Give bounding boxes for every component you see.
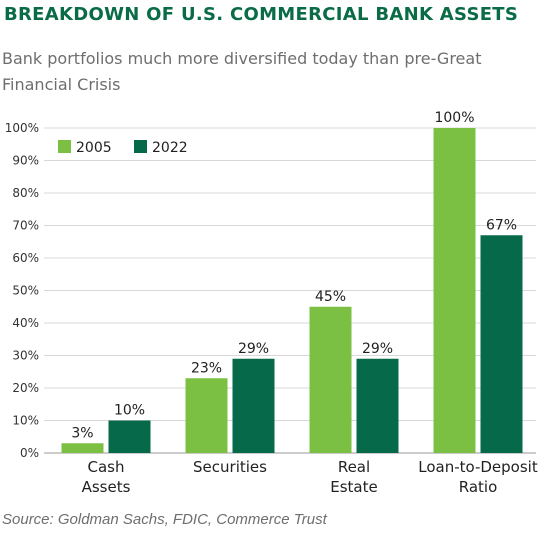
y-tick-label: 70% — [12, 219, 39, 233]
data-label: 100% — [434, 110, 474, 126]
y-tick-label: 100% — [5, 121, 39, 135]
data-labels: 3% 10% 23% 29% 45% 29% 100% 67% — [71, 110, 517, 441]
x-axis-ticks: Cash Assets Securities Real Estate Loan-to-De… — [82, 458, 538, 496]
y-tick-label: 10% — [12, 414, 39, 428]
data-label: 29% — [362, 341, 393, 357]
chart-subtitle: Bank portfolios much more diversified to… — [2, 49, 482, 94]
y-axis-ticks: 0% 10% 20% 30% 40% 50% 60% 70% 80% 90% 100% — [5, 121, 39, 460]
y-tick-label: 50% — [12, 284, 39, 298]
data-label: 3% — [71, 425, 93, 441]
y-tick-label: 30% — [12, 349, 39, 363]
x-tick-label: Ratio — [459, 478, 498, 496]
y-tick-label: 20% — [12, 381, 39, 395]
bar — [480, 235, 523, 453]
bar — [61, 443, 104, 453]
bar — [232, 358, 275, 453]
bar — [433, 128, 476, 453]
x-tick-label: Assets — [82, 478, 131, 496]
data-label: 45% — [315, 289, 346, 305]
source-note: Source: Goldman Sachs, FDIC, Commerce Tr… — [2, 511, 327, 528]
x-tick-label: Cash — [88, 458, 125, 476]
y-tick-label: 60% — [12, 251, 39, 265]
bar — [185, 378, 228, 453]
legend: 2005 2022 — [58, 140, 188, 156]
bar — [356, 358, 399, 453]
bar-chart: 0% 10% 20% 30% 40% 50% 60% 70% 80% 90% 100% 3% 10% 2… — [5, 110, 538, 496]
chart-title: BREAKDOWN OF U.S. COMMERCIAL BANK ASSETS — [4, 4, 519, 25]
legend-label: 2005 — [76, 140, 112, 156]
x-tick-label: Estate — [330, 478, 377, 496]
bar — [108, 420, 151, 453]
x-tick-label: Real — [338, 458, 370, 476]
legend-label: 2022 — [152, 140, 188, 156]
y-tick-label: 80% — [12, 186, 39, 200]
bar — [309, 306, 352, 453]
legend-swatch — [58, 140, 71, 153]
y-tick-label: 0% — [20, 446, 39, 460]
bars — [61, 128, 523, 453]
data-label: 23% — [191, 360, 222, 376]
legend-swatch — [134, 140, 147, 153]
y-tick-label: 40% — [12, 316, 39, 330]
data-label: 67% — [486, 217, 517, 233]
y-tick-label: 90% — [12, 154, 39, 168]
data-label: 10% — [114, 403, 145, 419]
data-label: 29% — [238, 341, 269, 357]
x-tick-label: Loan-to-Deposit — [418, 458, 538, 476]
x-tick-label: Securities — [193, 458, 267, 476]
